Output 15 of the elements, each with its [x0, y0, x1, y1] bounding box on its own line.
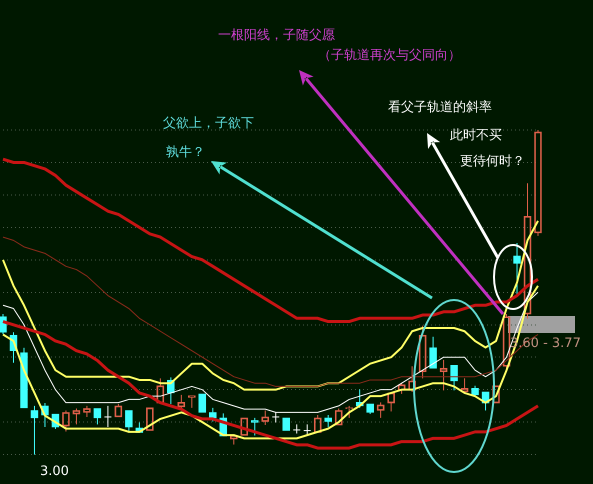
candlestick [250, 417, 259, 436]
annotation: 更待何时？ [460, 153, 525, 170]
candlestick [429, 336, 437, 369]
annotation: 父欲上，子欲下 [163, 115, 254, 132]
text: 一根阳线，子随父愿 [218, 27, 335, 44]
text: （子轨道再次与父同向） [318, 47, 461, 64]
candlestick [303, 424, 312, 436]
text: 3.00 [40, 464, 69, 479]
candlestick [292, 424, 301, 434]
annotation: 孰牛？ [166, 144, 205, 161]
candlestick [20, 347, 28, 408]
annotation: 此时不买 [450, 127, 502, 144]
candlestick [104, 405, 112, 428]
text: 看父子轨道的斜率 [388, 99, 492, 116]
candlestick [450, 365, 458, 391]
